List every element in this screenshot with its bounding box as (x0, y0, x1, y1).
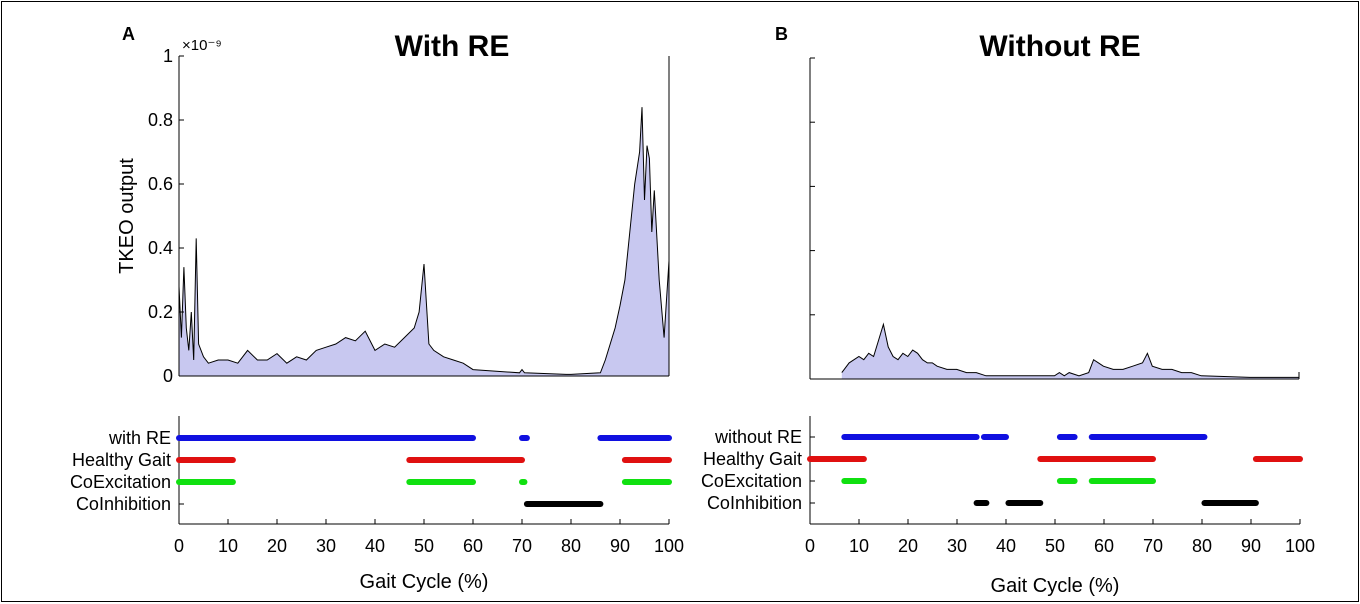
panel-a-category-label: CoExcitation (70, 472, 171, 492)
panel-a-y-tick-label: 0.6 (148, 174, 173, 194)
panel-a-x-tick-label: 30 (316, 536, 336, 556)
panel-a-y-exponent: ×10⁻⁹ (182, 37, 222, 54)
panel-b-x-tick-label: 70 (1143, 536, 1163, 556)
panel-b-tkeo-chart: B Without RE (775, 24, 1300, 380)
panel-a-category-label: with RE (108, 428, 171, 448)
panel-a-label: A (122, 24, 135, 44)
panel-b-category-label: Healthy Gait (703, 449, 802, 469)
panel-a-y-axis-label: TKEO output (116, 158, 138, 274)
panel-b-x-tick-label: 0 (805, 536, 815, 556)
panel-b-title: Without RE (979, 30, 1140, 63)
panel-b-x-tick-label: 40 (996, 536, 1016, 556)
panel-a-x-tick-label: 70 (512, 536, 532, 556)
panel-a-x-tick-label: 100 (654, 536, 684, 556)
panel-b-x-tick-label: 100 (1285, 536, 1315, 556)
panel-b-category-label: without RE (714, 427, 802, 447)
panel-a-y-tick-label: 1 (163, 46, 173, 66)
panel-b-x-tick-label: 30 (947, 536, 967, 556)
panel-b-x-tick-label: 80 (1192, 536, 1212, 556)
panel-a-category-label: Healthy Gait (72, 450, 171, 470)
panel-b-category-label: CoInhibition (707, 493, 802, 513)
panel-a-x-tick-label: 40 (365, 536, 385, 556)
panel-a-y-tick-label: 0.2 (148, 302, 173, 322)
panel-a-x-tick-label: 90 (610, 536, 630, 556)
panel-a-x-tick-label: 20 (267, 536, 287, 556)
panel-a-y-tick-label: 0.4 (148, 238, 173, 258)
panel-b-x-tick-label: 90 (1241, 536, 1261, 556)
panel-b-x-tick-label: 10 (849, 536, 869, 556)
panel-a-series-line (178, 107, 670, 375)
panel-b-x-axis-label: Gait Cycle (%) (991, 575, 1120, 597)
panel-a-x-tick-label: 80 (561, 536, 581, 556)
panel-b-x-tick-label: 60 (1094, 536, 1114, 556)
panel-b-category-label: CoExcitation (701, 471, 802, 491)
panel-a-y-tick-label: 0.8 (148, 110, 173, 130)
panel-a-area (179, 107, 669, 376)
panel-b-label: B (775, 24, 788, 44)
panel-a-x-tick-label: 0 (174, 536, 184, 556)
panel-a-y-tick-label: 0 (163, 366, 173, 386)
panel-a-x-tick-label: 50 (414, 536, 434, 556)
panel-a-x-tick-label: 60 (463, 536, 483, 556)
panel-b-area (841, 324, 1299, 379)
panel-a-title: With RE (395, 30, 510, 63)
panel-a-category-label: CoInhibition (76, 494, 171, 514)
panel-a-tkeo-chart: A With RE ×10⁻⁹ TKEO output 0 0.2 0.4 0.6 0.… (116, 24, 670, 386)
panel-a-x-axis-label: Gait Cycle (%) (360, 571, 489, 593)
panel-b-series-line (841, 322, 1299, 378)
panel-b-x-tick-label: 20 (898, 536, 918, 556)
panel-b-x-tick-label: 50 (1045, 536, 1065, 556)
panel-a-x-tick-label: 10 (218, 536, 238, 556)
